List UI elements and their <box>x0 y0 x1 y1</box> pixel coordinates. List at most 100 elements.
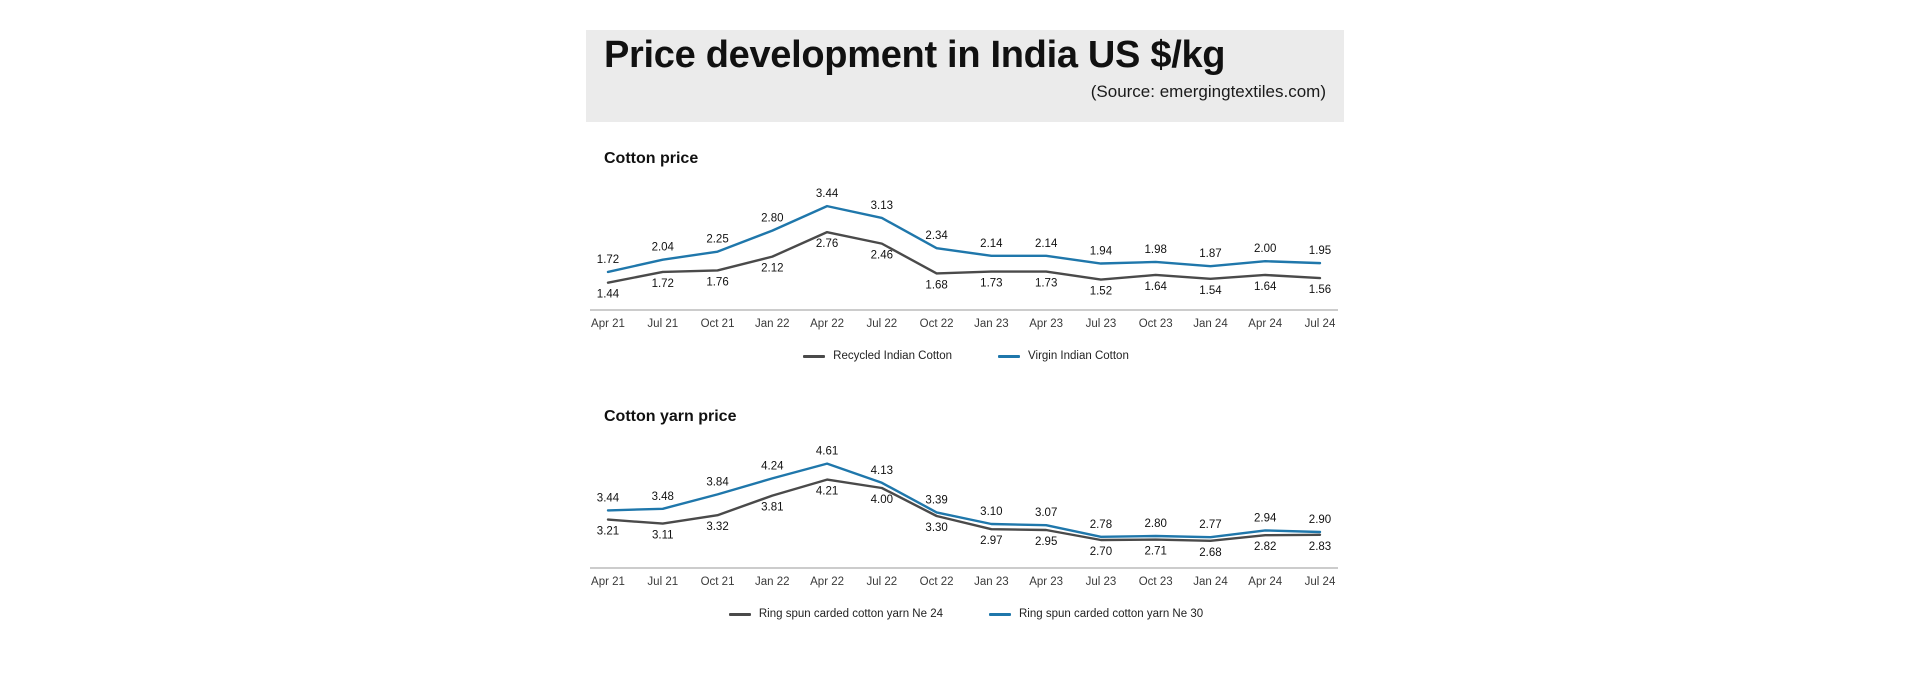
data-label: 1.54 <box>1199 285 1222 297</box>
legend-label: Ring spun carded cotton yarn Ne 24 <box>758 608 943 620</box>
x-axis-tick-label: Oct 21 <box>700 318 735 330</box>
chart-title: Cotton price <box>604 150 699 167</box>
data-label: 3.07 <box>1035 507 1057 519</box>
source-attribution: (Source: emergingtextiles.com) <box>1090 82 1326 101</box>
data-label: 2.94 <box>1254 512 1277 524</box>
data-label: 1.64 <box>1254 281 1277 293</box>
data-label: 3.11 <box>652 530 674 542</box>
x-axis-tick-label: Oct 22 <box>919 576 954 588</box>
x-axis-tick-label: Jul 23 <box>1085 576 1117 588</box>
x-axis-tick-label: Jul 22 <box>866 318 898 330</box>
data-label: 3.84 <box>706 476 729 488</box>
x-axis-tick-label: Apr 21 <box>591 318 625 330</box>
x-axis-tick-label: Jan 23 <box>974 318 1009 330</box>
data-label: 1.98 <box>1144 244 1166 256</box>
data-label: 3.10 <box>980 506 1002 518</box>
x-axis-tick-label: Jan 23 <box>974 576 1009 588</box>
x-axis-tick-label: Jul 24 <box>1304 576 1336 588</box>
x-axis-tick-label: Jan 22 <box>755 318 790 330</box>
data-label: 2.71 <box>1144 546 1166 558</box>
data-label: 2.77 <box>1199 519 1221 531</box>
chart-legend: Ring spun carded cotton yarn Ne 24 Ring s… <box>586 608 1346 620</box>
data-label: 3.48 <box>652 491 674 503</box>
data-label: 2.78 <box>1090 519 1112 531</box>
data-label: 2.95 <box>1035 536 1057 548</box>
legend-swatch-icon <box>728 612 751 616</box>
x-axis-tick-label: Jan 24 <box>1193 318 1228 330</box>
data-label: 2.14 <box>1035 238 1058 250</box>
data-label: 4.00 <box>871 494 893 506</box>
series-line-2 <box>606 462 1322 539</box>
data-label: 3.44 <box>816 188 839 200</box>
data-label: 4.61 <box>816 446 838 458</box>
data-label: 3.81 <box>761 502 783 514</box>
x-axis-tick-label: Oct 23 <box>1138 318 1173 330</box>
legend-label: Virgin Indian Cotton <box>1028 350 1129 362</box>
data-label: 2.14 <box>980 238 1003 250</box>
data-label: 3.39 <box>925 494 947 506</box>
x-axis-tick-label: Jul 21 <box>647 318 679 330</box>
chart-title: Cotton yarn price <box>604 408 737 425</box>
series-line-1 <box>606 230 1322 284</box>
chart-plot-area: 1.44 1.72 1.76 2.12 2.76 2.46 1.68 1.73 1.73 1.52… <box>586 176 1346 314</box>
x-axis-tick-label: Oct 21 <box>700 576 735 588</box>
data-label: 2.80 <box>1144 518 1166 530</box>
x-axis-labels: Apr 21 Jul 21 Oct 21 Jan 22 Apr 22 Jul 22 Oct … <box>586 576 1346 594</box>
data-label: 2.04 <box>652 242 675 254</box>
data-label: 1.72 <box>597 254 619 266</box>
legend-item[interactable]: Virgin Indian Cotton <box>998 350 1129 362</box>
x-axis-tick-label: Apr 23 <box>1029 318 1064 330</box>
x-axis-tick-label: Jul 21 <box>647 576 679 588</box>
data-label: 2.12 <box>761 263 783 275</box>
x-axis-tick-label: Jul 23 <box>1085 318 1117 330</box>
data-label: 3.44 <box>597 492 620 504</box>
data-label: 1.95 <box>1309 245 1331 257</box>
data-label: 1.68 <box>925 279 947 291</box>
x-axis-tick-label: Apr 22 <box>810 576 845 588</box>
data-label: 1.64 <box>1144 281 1167 293</box>
data-label: 3.13 <box>871 200 893 212</box>
x-axis-tick-label: Apr 24 <box>1248 576 1283 588</box>
data-label: 2.46 <box>871 250 893 262</box>
data-label: 1.72 <box>652 278 674 290</box>
x-axis-tick-label: Apr 21 <box>591 576 625 588</box>
data-label: 1.76 <box>706 276 728 288</box>
x-axis-tick-label: Apr 22 <box>810 318 845 330</box>
x-axis-tick-label: Apr 24 <box>1248 318 1283 330</box>
data-label: 2.25 <box>706 234 728 246</box>
data-label: 2.90 <box>1309 514 1331 526</box>
data-label: 3.30 <box>925 522 947 534</box>
data-label: 1.52 <box>1090 286 1112 298</box>
legend-label: Ring spun carded cotton yarn Ne 30 <box>1019 608 1204 620</box>
header-banner: Price development in India US $/kg (Sour… <box>586 30 1344 122</box>
x-axis-tick-label: Oct 23 <box>1138 576 1173 588</box>
data-label: 2.97 <box>980 535 1002 547</box>
data-label: 3.21 <box>597 526 619 538</box>
data-label: 1.87 <box>1199 248 1221 260</box>
chart-plot-area: 3.21 3.11 3.32 3.81 4.21 4.00 3.30 2.97 2.95 2.70… <box>586 434 1346 572</box>
legend-swatch-icon <box>989 612 1011 616</box>
data-label: 2.68 <box>1199 547 1221 559</box>
series-line-1 <box>606 478 1322 543</box>
data-label: 2.34 <box>925 230 948 242</box>
data-label: 2.00 <box>1254 243 1276 255</box>
legend-item[interactable]: Ring spun carded cotton yarn Ne 24 <box>728 608 943 620</box>
data-label: 2.83 <box>1309 541 1331 553</box>
legend-item[interactable]: Ring spun carded cotton yarn Ne 30 <box>989 608 1203 620</box>
data-label: 4.21 <box>816 486 838 498</box>
data-label: 2.80 <box>761 213 783 225</box>
x-axis-tick-label: Oct 22 <box>919 318 954 330</box>
x-axis-tick-label: Jul 22 <box>866 576 898 588</box>
chart-legend: Recycled Indian Cotton Virgin Indian Cott… <box>586 350 1346 362</box>
x-axis-tick-label: Jan 24 <box>1193 576 1228 588</box>
legend-item[interactable]: Recycled Indian Cotton <box>803 350 952 362</box>
data-label: 1.44 <box>597 289 620 301</box>
data-label: 2.82 <box>1254 541 1276 553</box>
x-axis-tick-label: Jul 24 <box>1304 318 1336 330</box>
data-label: 4.24 <box>761 460 784 472</box>
x-axis-labels: Apr 21 Jul 21 Oct 21 Jan 22 Apr 22 Jul 22 Oct … <box>586 318 1346 336</box>
data-label: 3.32 <box>706 521 728 533</box>
series-line-2 <box>606 204 1322 274</box>
legend-label: Recycled Indian Cotton <box>833 350 953 362</box>
